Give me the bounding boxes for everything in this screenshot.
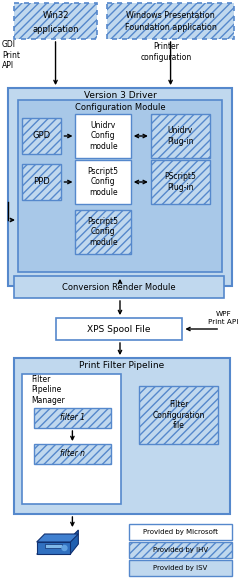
Text: Provided by ISV: Provided by ISV bbox=[153, 565, 208, 571]
Text: filter 1: filter 1 bbox=[60, 414, 85, 422]
Polygon shape bbox=[37, 530, 78, 554]
Bar bbox=[151, 160, 210, 204]
Bar bbox=[139, 386, 218, 444]
Text: XPS Spool File: XPS Spool File bbox=[87, 324, 151, 334]
Bar bbox=[75, 210, 131, 254]
Text: filter n: filter n bbox=[60, 450, 85, 459]
Bar bbox=[107, 3, 234, 39]
Text: application: application bbox=[32, 24, 79, 34]
Text: Unidrv
Plug-in: Unidrv Plug-in bbox=[167, 126, 194, 146]
Bar bbox=[55, 318, 182, 340]
Text: Printer
configuration: Printer configuration bbox=[141, 42, 192, 61]
Bar bbox=[14, 276, 224, 298]
Text: Configuration Module: Configuration Module bbox=[75, 103, 165, 113]
Polygon shape bbox=[37, 542, 70, 554]
Bar bbox=[129, 524, 232, 540]
Text: Version 3 Driver: Version 3 Driver bbox=[84, 92, 156, 100]
Bar bbox=[8, 88, 232, 286]
Text: Pscript5
Config
module: Pscript5 Config module bbox=[88, 167, 119, 197]
Text: Windows Presentation: Windows Presentation bbox=[126, 10, 215, 20]
Text: WPF
Print API: WPF Print API bbox=[208, 311, 238, 324]
Bar bbox=[34, 444, 111, 464]
Text: Foundation application: Foundation application bbox=[125, 23, 217, 31]
Bar bbox=[129, 560, 232, 576]
Bar bbox=[75, 114, 131, 158]
Text: Provided by Microsoft: Provided by Microsoft bbox=[143, 529, 218, 535]
Text: Pscript5
Config
module: Pscript5 Config module bbox=[88, 217, 119, 247]
Bar bbox=[34, 408, 111, 428]
Bar bbox=[18, 100, 222, 272]
Text: Win32: Win32 bbox=[42, 12, 69, 20]
Bar bbox=[75, 160, 131, 204]
Bar bbox=[129, 542, 232, 558]
Text: PScript5
Plug-in: PScript5 Plug-in bbox=[165, 172, 197, 192]
Polygon shape bbox=[37, 534, 78, 542]
Bar bbox=[151, 114, 210, 158]
Circle shape bbox=[62, 546, 67, 550]
Text: Print Filter Pipeline: Print Filter Pipeline bbox=[79, 361, 165, 371]
Text: Provided by IHV: Provided by IHV bbox=[153, 547, 208, 553]
Text: Unidrv
Config
module: Unidrv Config module bbox=[89, 121, 117, 151]
Bar bbox=[22, 118, 61, 154]
Text: Conversion Render Module: Conversion Render Module bbox=[62, 282, 176, 292]
Bar bbox=[22, 374, 121, 504]
Bar bbox=[14, 3, 97, 39]
Text: Filter
Configuration
file: Filter Configuration file bbox=[152, 400, 205, 430]
Text: PPD: PPD bbox=[33, 177, 50, 187]
Bar bbox=[22, 164, 61, 200]
Bar bbox=[14, 358, 230, 514]
Polygon shape bbox=[45, 544, 62, 548]
Text: GDI
Print
API: GDI Print API bbox=[2, 40, 20, 70]
Text: Filter
Pipeline
Manager: Filter Pipeline Manager bbox=[32, 375, 66, 405]
Text: GPD: GPD bbox=[33, 132, 51, 140]
